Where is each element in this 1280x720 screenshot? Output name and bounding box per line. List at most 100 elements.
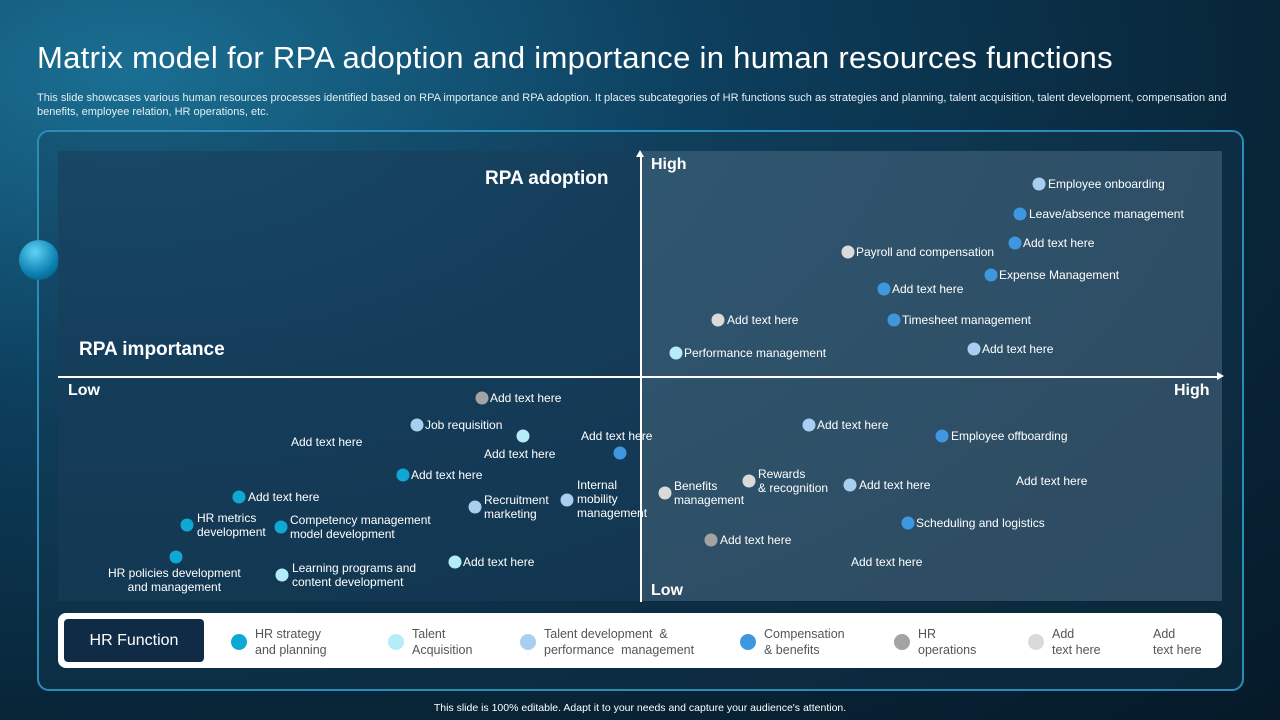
legend-label: Talent development & performance managem… <box>544 627 695 657</box>
legend-item: HR operations <box>894 626 976 658</box>
legend-label: Talent Acquisition <box>412 627 473 657</box>
point-label: Employee onboarding <box>1048 177 1165 191</box>
point-marker <box>935 429 949 443</box>
legend-label: HR strategy and planning <box>255 627 327 657</box>
point-label: Employee offboarding <box>951 429 1068 443</box>
point-marker <box>1032 177 1046 191</box>
point-label: Rewards & recognition <box>758 467 829 495</box>
legend-item: Add text here <box>1028 626 1101 658</box>
point-marker <box>967 342 981 356</box>
y-axis-title: RPA adoption <box>485 168 609 189</box>
legend-item: HR strategy and planning <box>231 626 327 658</box>
point-label: Payroll and compensation <box>856 245 995 259</box>
point-marker <box>704 533 718 547</box>
point-label: Expense Management <box>999 268 1120 282</box>
x-axis <box>58 373 1224 379</box>
point-marker <box>1013 207 1027 221</box>
point-label: HR metrics development <box>197 511 266 539</box>
point-marker <box>613 446 627 460</box>
legend-swatch <box>894 634 910 650</box>
point-marker <box>802 418 816 432</box>
quadrant-top-right <box>640 151 1222 377</box>
y-axis <box>637 150 643 602</box>
point-label: Benefits management <box>674 479 745 507</box>
point-marker <box>180 518 194 532</box>
point-marker <box>475 391 489 405</box>
point-marker <box>275 568 289 582</box>
point-label: Leave/absence management <box>1029 207 1184 221</box>
point-label: HR policies development and management <box>108 566 241 594</box>
point-marker <box>658 486 672 500</box>
point-label: Add text here <box>720 533 792 547</box>
point-label: Add text here <box>1023 236 1095 250</box>
decorative-sphere <box>19 240 59 280</box>
y-axis-low: Low <box>651 582 683 599</box>
point-label: Performance management <box>684 346 827 360</box>
point-marker <box>669 346 683 360</box>
legend-swatch <box>740 634 756 650</box>
point-label: Internal mobility management <box>577 478 648 520</box>
point-label: Job requisition <box>425 418 503 432</box>
point-label: Add text here <box>1016 474 1088 488</box>
point-marker <box>560 493 574 507</box>
point-marker <box>843 478 857 492</box>
point-label: Add text here <box>892 282 964 296</box>
legend-swatch <box>231 634 247 650</box>
page-subtitle: This slide showcases various human resou… <box>37 92 1227 118</box>
point-label: Learning programs and content developmen… <box>292 561 417 589</box>
point-label: Recruitment marketing <box>484 493 549 521</box>
point-marker <box>232 490 246 504</box>
point-marker <box>410 418 424 432</box>
legend-swatch <box>1028 634 1044 650</box>
point-label: Add text here <box>851 555 923 569</box>
point-marker <box>169 550 183 564</box>
point-label: Timesheet management <box>902 313 1031 327</box>
x-axis-low: Low <box>68 382 100 399</box>
point-marker <box>516 429 530 443</box>
x-axis-title: RPA importance <box>79 339 225 360</box>
point-label: Add text here <box>411 468 483 482</box>
legend-label: Add text here <box>1153 627 1202 657</box>
point-label: Add text here <box>727 313 799 327</box>
point-label: Add text here <box>291 435 363 449</box>
point-marker <box>1008 236 1022 250</box>
legend-item: Add text here <box>1153 626 1202 658</box>
point-marker <box>468 500 482 514</box>
legend-label: HR operations <box>918 627 977 657</box>
legend-item: Talent Acquisition <box>388 626 472 658</box>
point-label: Add text here <box>248 490 320 504</box>
point-marker <box>877 282 891 296</box>
legend-item: Talent development & performance managem… <box>520 626 694 658</box>
point-label: Add text here <box>463 555 535 569</box>
y-axis-high: High <box>651 156 687 173</box>
legend-label: Compensation & benefits <box>764 627 845 657</box>
point-label: Scheduling and logistics <box>916 516 1045 530</box>
point-label: Competency management model development <box>290 513 431 541</box>
point-marker <box>396 468 410 482</box>
legend-item: Compensation & benefits <box>740 626 845 658</box>
x-axis-high: High <box>1174 382 1210 399</box>
legend-swatch <box>520 634 536 650</box>
legend-label: Add text here <box>1052 627 1101 657</box>
point-marker <box>711 313 725 327</box>
point-marker <box>901 516 915 530</box>
legend-heading: HR Function <box>64 619 204 662</box>
point-label: Add text here <box>859 478 931 492</box>
point-marker <box>742 474 756 488</box>
quadrant-top-left <box>58 151 640 377</box>
quadrant-bottom-right <box>640 377 1222 601</box>
point-label: Add text here <box>581 429 653 443</box>
point-marker <box>984 268 998 282</box>
point-marker <box>841 245 855 259</box>
point-marker <box>274 520 288 534</box>
quadrant-bottom-left <box>58 377 640 601</box>
point-label: Add text here <box>490 391 562 405</box>
legend-swatch <box>388 634 404 650</box>
footer-note: This slide is 100% editable. Adapt it to… <box>433 702 847 714</box>
legend: HR Function HR strategy and planning Tale… <box>58 613 1222 668</box>
point-marker <box>887 313 901 327</box>
page-title: Matrix model for RPA adoption and import… <box>37 40 1113 75</box>
point-label: Add text here <box>817 418 889 432</box>
point-label: Add text here <box>982 342 1054 356</box>
point-label: Add text here <box>484 447 556 461</box>
